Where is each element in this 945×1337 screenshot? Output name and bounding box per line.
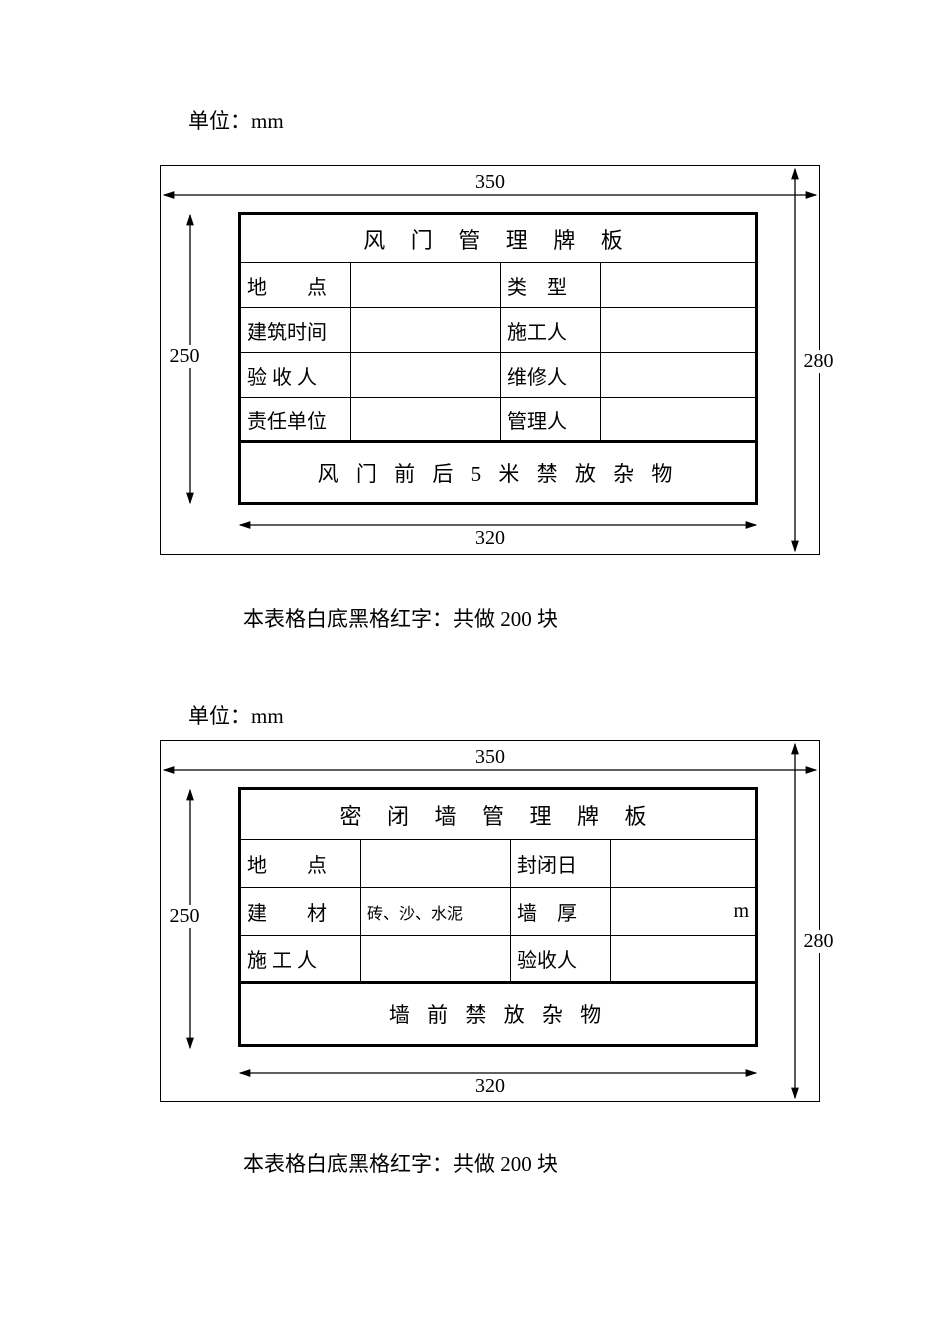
label-cell: 验 收 人	[241, 353, 351, 397]
value-cell	[351, 353, 501, 397]
table-row: 地 点 封闭日	[241, 840, 755, 888]
caption-2: 本表格白底黑格红字：共做 200 块	[243, 1148, 558, 1178]
page: 单位：mm 350 320 250 280	[0, 0, 945, 1337]
dim-top-2: 350	[460, 746, 520, 769]
dim-left-1: 250	[162, 345, 207, 368]
table-row: 地 点 类 型	[241, 263, 755, 308]
footer-cell-1: 风 门 前 后 5 米 禁 放 杂 物	[241, 443, 755, 503]
label-cell: 管理人	[501, 398, 601, 440]
footer-cell-2: 墙 前 禁 放 杂 物	[241, 984, 755, 1044]
title-row-1: 风 门 管 理 牌 板	[241, 215, 755, 263]
dim-top-1: 350	[460, 171, 520, 194]
unit-label-1: 单位：mm	[188, 105, 284, 135]
table-row: 施 工 人 验收人	[241, 936, 755, 984]
label-cell: 责任单位	[241, 398, 351, 440]
label-cell: 施工人	[501, 308, 601, 352]
dim-right-2: 280	[796, 930, 841, 953]
value-cell	[601, 263, 755, 307]
unit-label-2: 单位：mm	[188, 700, 284, 730]
label-cell: 类 型	[501, 263, 601, 307]
label-cell: 地 点	[241, 263, 351, 307]
value-cell: m	[611, 888, 755, 935]
footer-row-1: 风 门 前 后 5 米 禁 放 杂 物	[241, 443, 755, 503]
dim-right-1: 280	[796, 350, 841, 373]
value-cell	[601, 353, 755, 397]
value-cell	[361, 936, 511, 981]
figure-1: 350 320 250 280 风 门 管 理 牌 板 地 点 类 型 建筑时间…	[160, 165, 820, 555]
caption-1: 本表格白底黑格红字：共做 200 块	[243, 603, 558, 633]
value-cell	[601, 308, 755, 352]
inner-table-1: 风 门 管 理 牌 板 地 点 类 型 建筑时间 施工人 验 收 人 维修人	[238, 212, 758, 505]
table-row: 验 收 人 维修人	[241, 353, 755, 398]
label-cell: 维修人	[501, 353, 601, 397]
table-row: 建筑时间 施工人	[241, 308, 755, 353]
table-row: 建 材 砖、沙、水泥 墙 厚 m	[241, 888, 755, 936]
value-cell	[361, 840, 511, 887]
value-cell	[351, 263, 501, 307]
table-row: 责任单位 管理人	[241, 398, 755, 443]
value-cell: 砖、沙、水泥	[361, 888, 511, 935]
table-title-2: 密 闭 墙 管 理 牌 板	[241, 790, 755, 839]
value-cell	[351, 308, 501, 352]
label-cell: 封闭日	[511, 840, 611, 887]
dim-bottom-2: 320	[460, 1075, 520, 1098]
title-row-2: 密 闭 墙 管 理 牌 板	[241, 790, 755, 840]
dim-left-2: 250	[162, 905, 207, 928]
label-cell: 地 点	[241, 840, 361, 887]
inner-table-2: 密 闭 墙 管 理 牌 板 地 点 封闭日 建 材 砖、沙、水泥 墙 厚 m 施…	[238, 787, 758, 1047]
value-cell	[611, 936, 755, 981]
label-cell: 墙 厚	[511, 888, 611, 935]
footer-row-2: 墙 前 禁 放 杂 物	[241, 984, 755, 1044]
label-cell: 验收人	[511, 936, 611, 981]
value-cell	[351, 398, 501, 440]
label-cell: 建筑时间	[241, 308, 351, 352]
label-cell: 建 材	[241, 888, 361, 935]
value-cell	[611, 840, 755, 887]
value-cell	[601, 398, 755, 440]
figure-2: 350 320 250 280 密 闭 墙 管 理 牌 板 地 点 封闭日 建 …	[160, 740, 820, 1102]
label-cell: 施 工 人	[241, 936, 361, 981]
table-title-1: 风 门 管 理 牌 板	[241, 215, 755, 262]
dim-bottom-1: 320	[460, 527, 520, 550]
